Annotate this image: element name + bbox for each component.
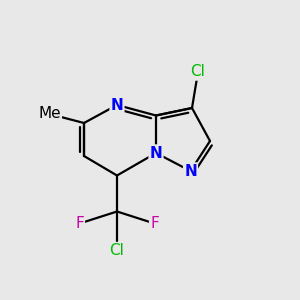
Text: Cl: Cl (190, 64, 206, 80)
Text: F: F (150, 216, 159, 231)
Text: N: N (184, 164, 197, 178)
Text: N: N (150, 146, 162, 160)
Text: F: F (75, 216, 84, 231)
Text: Cl: Cl (110, 243, 124, 258)
Text: N: N (111, 98, 123, 112)
Text: Me: Me (38, 106, 61, 122)
